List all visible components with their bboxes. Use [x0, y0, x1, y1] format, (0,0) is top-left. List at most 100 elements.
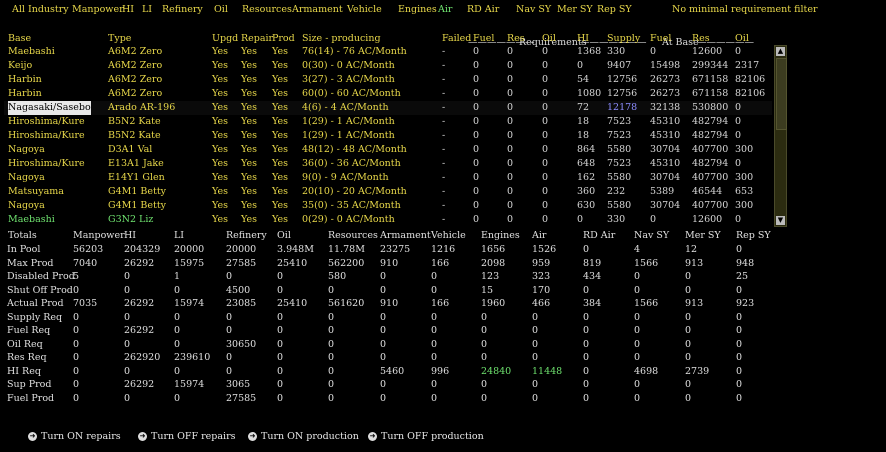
column-header[interactable]: Res: [507, 33, 525, 44]
table-row[interactable]: Maebashi G3N2 Liz Yes Yes Yes 0(29) - 0 AC/Mo…: [4, 213, 772, 227]
totals-cell: 0: [73, 284, 80, 296]
column-header[interactable]: HI: [577, 33, 590, 44]
cell-prod: Yes: [272, 74, 288, 85]
cell-upgd: Yes: [212, 74, 228, 85]
column-header[interactable]: Oil: [735, 33, 749, 44]
totals-cell: 0: [481, 338, 488, 350]
tab-li[interactable]: LI: [142, 4, 153, 15]
cell-boil: 82106: [735, 74, 766, 85]
totals-cell: 0: [226, 325, 233, 336]
button-turn-off-repairs[interactable]: ➜ Turn OFF repairs: [138, 431, 236, 442]
cell-oil: 0: [542, 186, 549, 197]
cell-repair: Yes: [241, 130, 257, 141]
cell-type: A6M2 Zero: [108, 88, 163, 99]
factory-table: Maebashi A6M2 Zero Yes Yes Yes 76(14) - 76 AC…: [4, 31, 772, 227]
button-label: Turn ON repairs: [41, 431, 121, 442]
totals-cell: 4698: [634, 365, 659, 377]
cell-boil: 300: [735, 200, 754, 211]
totals-cell: 7040: [73, 257, 98, 269]
column-header[interactable]: Oil: [542, 33, 556, 44]
tab-hi[interactable]: HI: [122, 4, 135, 15]
table-row[interactable]: Hiroshima/Kure B5N2 Kate Yes Yes Yes 1(29) - …: [4, 115, 772, 129]
column-header[interactable]: Res: [692, 33, 710, 44]
table-row[interactable]: Hiroshima/Kure E13A1 Jake Yes Yes Yes 36(0) -…: [4, 157, 772, 171]
column-header[interactable]: Base: [8, 33, 32, 44]
totals-cell: 959: [532, 257, 551, 269]
table-row[interactable]: Maebashi A6M2 Zero Yes Yes Yes 76(14) - 76 AC…: [4, 45, 772, 59]
tab-resources[interactable]: Resources: [242, 4, 292, 15]
cell-boil: 82106: [735, 88, 766, 99]
cell-repair: Yes: [241, 102, 257, 113]
totals-cell: 384: [583, 298, 602, 309]
column-header[interactable]: Fuel: [473, 33, 495, 44]
cell-repair: Yes: [241, 158, 257, 169]
tab-engines[interactable]: Engines: [398, 4, 437, 15]
tab-nav-sy[interactable]: Nav SY: [516, 4, 552, 15]
totals-cell: 0: [583, 379, 590, 390]
totals-cell: 0: [380, 392, 387, 404]
table-row[interactable]: Hiroshima/Kure B5N2 Kate Yes Yes Yes 1(29) - …: [4, 129, 772, 143]
button-turn-on-production[interactable]: ➜ Turn ON production: [248, 431, 359, 442]
table-row[interactable]: Nagoya G4M1 Betty Yes Yes Yes 35(0) - 35 AC/M…: [4, 199, 772, 213]
totals-cell: 204329: [124, 244, 161, 255]
cell-type: E13A1 Jake: [108, 158, 164, 169]
totals-cell: 0: [634, 271, 641, 282]
column-header[interactable]: Type: [108, 33, 132, 44]
tab-no-minimal-requirement-filter[interactable]: No minimal requirement filter: [672, 4, 818, 15]
column-header[interactable]: Fuel: [650, 33, 672, 44]
tab-refinery[interactable]: Refinery: [162, 4, 203, 15]
totals-cell: 0: [583, 325, 590, 336]
tab-vehicle[interactable]: Vehicle: [347, 4, 382, 15]
table-row[interactable]: Matsuyama G4M1 Betty Yes Yes Yes 20(10) - 20 …: [4, 185, 772, 199]
column-header[interactable]: Prod: [272, 33, 295, 44]
cell-boil: 0: [735, 158, 742, 169]
arrow-right-icon: ➜: [368, 432, 377, 441]
cell-bres: 482794: [692, 130, 729, 141]
column-header[interactable]: Repair: [241, 33, 274, 44]
tab-armament[interactable]: Armament: [292, 4, 343, 15]
tab-manpower[interactable]: Manpower: [72, 4, 124, 15]
column-header[interactable]: Upgd: [212, 33, 239, 44]
table-row[interactable]: Harbin A6M2 Zero Yes Yes Yes 60(0) - 60 AC/Mo…: [4, 87, 772, 101]
table-row[interactable]: Nagoya D3A1 Val Yes Yes Yes 48(12) - 48 AC/Mo…: [4, 143, 772, 157]
tab-air[interactable]: Air: [438, 4, 453, 15]
tab-all-industry[interactable]: All Industry: [12, 4, 69, 15]
totals-cell: 26292: [124, 257, 155, 269]
cell-boil: 0: [735, 214, 742, 225]
totals-cell: 0: [328, 338, 335, 350]
totals-cell: 0: [583, 352, 590, 363]
tab-rep-sy[interactable]: Rep SY: [597, 4, 632, 15]
column-header[interactable]: Size - producing: [302, 33, 381, 44]
cell-upgd: Yes: [212, 214, 228, 225]
totals-cell: 170: [532, 284, 551, 296]
totals-cell: 1: [174, 271, 181, 282]
column-header[interactable]: Supply: [607, 33, 641, 44]
scroll-thumb[interactable]: [776, 58, 787, 130]
cell-base: Nagoya: [8, 200, 45, 211]
totals-cell: 0: [431, 325, 438, 336]
cell-upgd: Yes: [212, 158, 228, 169]
cell-bres: 12600: [692, 46, 723, 57]
table-row[interactable]: Keijo A6M2 Zero Yes Yes Yes 0(30) - 0 AC/Mont…: [4, 59, 772, 73]
tab-mer-sy[interactable]: Mer SY: [557, 4, 593, 15]
cell-bres: 482794: [692, 158, 729, 169]
button-turn-on-repairs[interactable]: ➜ Turn ON repairs: [28, 431, 121, 442]
table-row[interactable]: Nagasaki/Sasebo Arado AR-196 Yes Yes Yes 4(6)…: [4, 101, 772, 115]
column-header[interactable]: Failed: [442, 33, 472, 44]
tab-oil[interactable]: Oil: [214, 4, 228, 15]
table-row[interactable]: Nagoya E14Y1 Glen Yes Yes Yes 9(0) - 9 AC/Mon…: [4, 171, 772, 185]
button-turn-off-production[interactable]: ➜ Turn OFF production: [368, 431, 484, 442]
cell-type: D3A1 Val: [108, 144, 153, 155]
cell-hi: 1368: [577, 46, 602, 57]
cell-size: 20(10) - 20 AC/Month: [302, 186, 407, 197]
tab-rd-air[interactable]: RD Air: [467, 4, 500, 15]
totals-header: Vehicle: [431, 230, 466, 241]
scroll-down-icon[interactable]: ▼: [776, 216, 785, 225]
scroll-up-icon[interactable]: ▲: [776, 47, 785, 56]
totals-cell: 0: [685, 325, 692, 336]
totals-cell: 0: [73, 311, 80, 323]
totals-cell: 0: [277, 379, 284, 390]
cell-prod: Yes: [272, 46, 288, 57]
factory-scrollbar[interactable]: ▲ ▼: [774, 45, 787, 227]
table-row[interactable]: Harbin A6M2 Zero Yes Yes Yes 3(27) - 3 AC/Mon…: [4, 73, 772, 87]
